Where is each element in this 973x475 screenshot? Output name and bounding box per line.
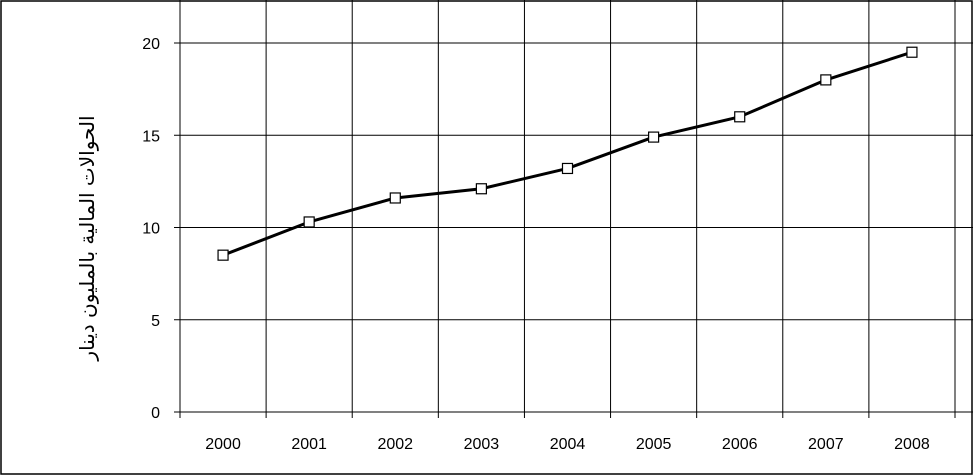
data-point-marker <box>906 46 918 58</box>
x-tick-label: 2008 <box>894 436 930 453</box>
x-tick-label: 2006 <box>722 436 758 453</box>
data-point-marker <box>217 249 229 261</box>
x-tick-label: 2007 <box>808 436 844 453</box>
y-axis-label: الحوالات المالية بالمليون دينار <box>75 115 99 361</box>
y-tick-label: 0 <box>151 405 160 422</box>
x-tick-label: 2001 <box>291 436 327 453</box>
axes <box>174 0 973 413</box>
data-point-marker <box>820 74 832 86</box>
y-tick-label: 10 <box>142 221 160 238</box>
data-point-marker <box>734 111 746 123</box>
y-tick-label: 5 <box>151 313 160 330</box>
series-markers <box>217 46 918 261</box>
x-tick-labels: 2000 2001 2002 2003 2004 2005 2006 2007 2008 <box>205 436 930 453</box>
data-point-marker <box>303 216 315 228</box>
gridlines <box>179 0 973 418</box>
y-tick-label: 15 <box>142 128 160 145</box>
data-point-marker <box>561 162 574 175</box>
x-tick-label: 2000 <box>205 436 241 453</box>
data-point-marker <box>648 131 660 143</box>
x-tick-label: 2005 <box>636 436 672 453</box>
x-tick-label: 2002 <box>377 436 413 453</box>
x-tick-label: 2003 <box>464 436 500 453</box>
x-tick-label: 2004 <box>550 436 586 453</box>
data-point-marker <box>389 192 401 204</box>
y-tick-labels: 0 5 10 15 20 <box>142 36 160 422</box>
data-point-marker <box>475 183 487 195</box>
y-tick-label: 20 <box>142 36 160 53</box>
